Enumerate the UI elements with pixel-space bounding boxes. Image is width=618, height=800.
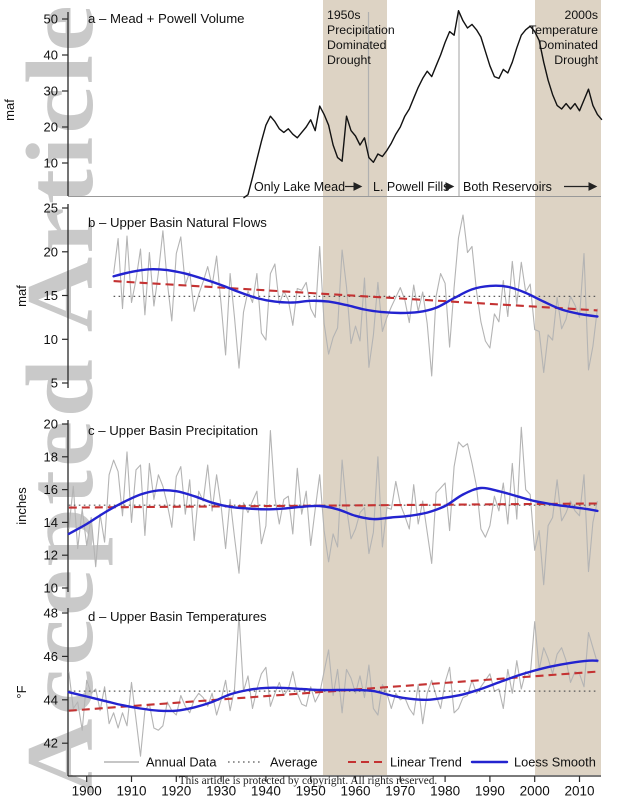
x-tick-label: 1960 [340,784,370,799]
storage-volume-line [243,10,603,199]
panel-c: 10 12 14 16 18 20 c – Upper Basin Precipitati… [14,417,599,596]
y-tick-label: 20 [44,244,58,259]
panel-b-yticks: 5 10 15 20 25 [44,201,68,391]
x-tick-label: 1930 [206,784,236,799]
y-tick-label: 12 [44,548,58,563]
x-tick-label: 1970 [385,784,415,799]
y-tick-label: 48 [44,606,58,621]
drought-band-2000s [535,0,601,775]
drought-1950s-line4: Drought [327,53,371,67]
x-tick-label: 1900 [72,784,102,799]
y-tick-label: 44 [44,692,58,707]
drought-label-2000s: 2000s Temperature Dominated Drought [529,8,599,67]
drought-label-1950s: 1950s Precipitation Dominated Drought [327,8,395,67]
annual-data-line [113,214,598,377]
y-tick-label: 20 [44,417,58,432]
y-tick-label: 10 [44,581,58,596]
y-tick-label: 30 [44,84,58,99]
x-axis: 1900 1910 1920 1930 1940 1950 1960 1970 1980 1990… [68,775,601,799]
panel-c-yticks: 10 12 14 16 18 20 [44,417,68,596]
loess-line [67,486,599,536]
y-tick-label: 10 [44,332,58,347]
legend: Annual Data Average Linear Trend Loess S… [104,755,596,770]
drought-1950s-line3: Dominated [327,38,387,52]
drought-1950s-line1: 1950s [327,8,361,22]
copyright-footer: This article is protected by copyright. … [179,775,438,787]
watermark-text: Accepted Article [7,2,113,794]
phase-both-reservoirs: Both Reservoirs [463,180,552,194]
legend-annual-label: Annual Data [146,755,217,770]
y-tick-label: 5 [51,376,58,391]
x-tick-label: 2010 [564,784,594,799]
y-tick-label: 25 [44,201,58,216]
panel-c-ylabel: inches [14,487,29,525]
panel-c-title: c – Upper Basin Precipitation [88,423,258,438]
reservoir-phase-annotations: Only Lake Mead L. Powell Fills Both Rese… [254,180,598,194]
legend-trend-label: Linear Trend [390,755,462,770]
x-axis-ticks: 1900 1910 1920 1930 1940 1950 1960 1970 1980 1990… [72,776,595,799]
loess-line [112,268,599,318]
panel-d-yticks: 42 44 46 48 [44,606,68,751]
panel-a-ylabel: maf [2,99,17,121]
x-tick-label: 1990 [475,784,505,799]
panel-d-title: d – Upper Basin Temperatures [88,609,267,624]
panel-d-ylabel: °F [14,685,29,698]
y-tick-label: 42 [44,736,58,751]
panel-a-yticks: 10 20 30 40 50 [44,12,68,171]
drought-2000s-line3: Dominated [539,38,599,52]
drought-1950s-line2: Precipitation [327,23,395,37]
loess-line [67,659,599,713]
x-tick-label: 1910 [116,784,146,799]
y-tick-label: 16 [44,482,58,497]
y-tick-label: 18 [44,449,58,464]
y-tick-label: 50 [44,12,58,27]
y-tick-label: 10 [44,156,58,171]
drought-2000s-line2: Temperature [529,23,598,37]
panel-a-title: a – Mead + Powell Volume [88,11,245,26]
phase-only-lake-mead: Only Lake Mead [254,180,345,194]
legend-loess-label: Loess Smooth [514,755,596,770]
x-tick-label: 2000 [520,784,550,799]
trend-line [113,280,598,312]
y-tick-label: 46 [44,649,58,664]
drought-2000s-line1: 2000s [564,8,598,22]
x-tick-label: 1950 [296,784,326,799]
panel-b-ylabel: maf [14,285,29,307]
annual-data-line [68,426,598,586]
y-tick-label: 15 [44,288,58,303]
y-tick-label: 20 [44,120,58,135]
panel-b-title: b – Upper Basin Natural Flows [88,215,267,230]
phase-powell-fills: L. Powell Fills [373,180,449,194]
trend-line [68,502,598,509]
y-tick-label: 40 [44,48,58,63]
x-tick-label: 1980 [430,784,460,799]
panel-d: 42 44 46 48 d – Upper Basin Temperatures °F [14,606,599,776]
x-tick-label: 1920 [161,784,191,799]
x-tick-label: 1940 [251,784,281,799]
drought-2000s-line4: Drought [554,53,598,67]
legend-average-label: Average [270,755,317,770]
y-tick-label: 14 [44,515,58,530]
drought-band-1950s [323,0,387,775]
